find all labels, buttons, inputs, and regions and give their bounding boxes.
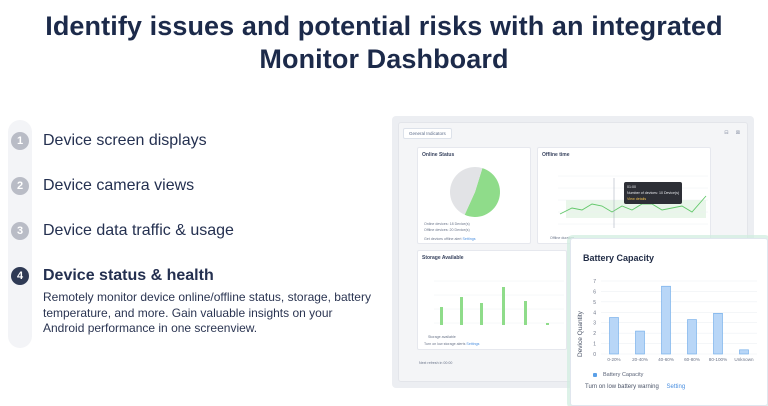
tooltip-text: Number of devices: 10 Device(s) — [627, 191, 680, 195]
x-tick-label: 80-100% — [709, 357, 727, 362]
storage-legend: Storage available — [428, 335, 456, 339]
storage-bar-chart — [434, 280, 564, 325]
storage-settings-link[interactable]: Settings — [466, 342, 480, 346]
storage-bar — [460, 297, 463, 325]
storage-bar — [524, 301, 527, 325]
online-settings-link[interactable]: Settings — [462, 237, 476, 241]
online-footer: Get devices offline alert Settings — [424, 237, 476, 241]
step-2[interactable]: 2 Device camera views — [11, 177, 194, 195]
battery-bar — [687, 319, 697, 355]
step-label: Device screen displays — [43, 132, 207, 149]
x-tick-label: 40-60% — [658, 357, 674, 362]
storage-bar — [440, 307, 443, 325]
x-tick-label: 20-40% — [632, 357, 648, 362]
pie-slice-online-devices — [464, 168, 500, 217]
offline-band — [566, 200, 706, 218]
battery-legend: Battery Capacity — [593, 372, 643, 378]
tooltip-link[interactable]: View details — [627, 197, 647, 201]
refresh-status: Next refresh in 00:00 — [419, 361, 453, 365]
step-description: Remotely monitor device online/offline s… — [43, 290, 371, 335]
storage-footer-text: Turn on low storage alerts — [424, 342, 466, 346]
dashboard-tab-bar: General Indicators ⊟ ⊠ — [403, 127, 743, 139]
tooltip-time: 01:00 — [627, 185, 636, 189]
legend-online: Online devices: 18 Device(s) — [424, 222, 470, 226]
offline-time-card: Offline time 01:00 Number of devices: 10… — [537, 147, 711, 244]
step-label: Device data traffic & usage — [43, 222, 234, 239]
tab-actions-icons[interactable]: ⊟ ⊠ — [724, 130, 743, 136]
x-tick-label: Unknown — [734, 357, 754, 362]
storage-bar — [480, 303, 483, 325]
step-number: 1 — [11, 132, 29, 150]
battery-footer: Turn on low battery warning Setting — [585, 384, 685, 390]
headline-line-1: Identify issues and potential risks with… — [45, 11, 723, 41]
legend-offline: Offline devices: 20 Device(s) — [424, 228, 470, 232]
battery-bar-chart: 0 1 2 3 4 5 6 7 0-20% 20-40% 40-60% 60-80% 80-100% Un… — [593, 279, 757, 362]
online-status-card: Online Status Online devices: 18 Device(… — [417, 147, 531, 244]
y-tick-label: 5 — [593, 300, 596, 306]
offline-legend: Offline duration — [550, 236, 575, 240]
y-tick-label: 1 — [593, 342, 596, 348]
page-headline: Identify issues and potential risks with… — [0, 10, 768, 76]
step-label: Device camera views — [43, 177, 195, 194]
legend-label: Battery Capacity — [603, 372, 644, 378]
card-title: Online Status — [422, 152, 455, 158]
legend-swatch — [593, 373, 597, 377]
headline-line-2: Monitor Dashboard — [259, 44, 509, 74]
x-tick-label: 60-80% — [684, 357, 700, 362]
step-4-active[interactable]: 4 Device status & health — [11, 267, 214, 285]
storage-bar — [546, 323, 549, 325]
battery-chart-title: Battery Capacity — [583, 253, 655, 263]
tab-general-indicators[interactable]: General Indicators — [403, 127, 452, 139]
battery-footer-text: Turn on low battery warning — [585, 384, 659, 390]
step-number: 3 — [11, 222, 29, 240]
step-1[interactable]: 1 Device screen displays — [11, 132, 207, 150]
y-tick-label: 6 — [593, 289, 596, 295]
storage-footer: Turn on low storage alerts Settings — [424, 342, 479, 346]
step-3[interactable]: 3 Device data traffic & usage — [11, 222, 234, 240]
step-number: 2 — [11, 177, 29, 195]
battery-bar — [609, 317, 619, 355]
storage-bar — [502, 287, 505, 325]
x-tick-label: 0-20% — [607, 357, 620, 362]
card-title: Offline time — [542, 152, 570, 158]
pie-slice-offline-devices — [450, 167, 483, 215]
y-tick-label: 7 — [593, 279, 596, 285]
feature-steps: 1 Device screen displays 2 Device camera… — [8, 120, 378, 350]
step-number: 4 — [11, 267, 29, 285]
online-footer-text: Get devices offline alert — [424, 237, 462, 241]
online-status-pie — [450, 167, 500, 217]
battery-bar — [713, 313, 723, 355]
battery-bar — [635, 330, 645, 355]
battery-setting-link[interactable]: Setting — [666, 384, 686, 390]
step-label: Device status & health — [43, 267, 214, 284]
battery-bar — [661, 285, 671, 355]
card-title: Storage Available — [422, 255, 464, 261]
y-tick-label: 2 — [593, 331, 596, 337]
y-tick-label: 3 — [593, 321, 596, 327]
battery-bar — [739, 349, 749, 355]
storage-card: Storage Available Storage available Turn… — [417, 250, 567, 350]
y-tick-label: 4 — [593, 310, 596, 316]
offline-line — [559, 195, 707, 215]
chart-tooltip: 01:00 Number of devices: 10 Device(s) Vi… — [624, 182, 682, 204]
y-tick-label: 0 — [593, 352, 596, 358]
